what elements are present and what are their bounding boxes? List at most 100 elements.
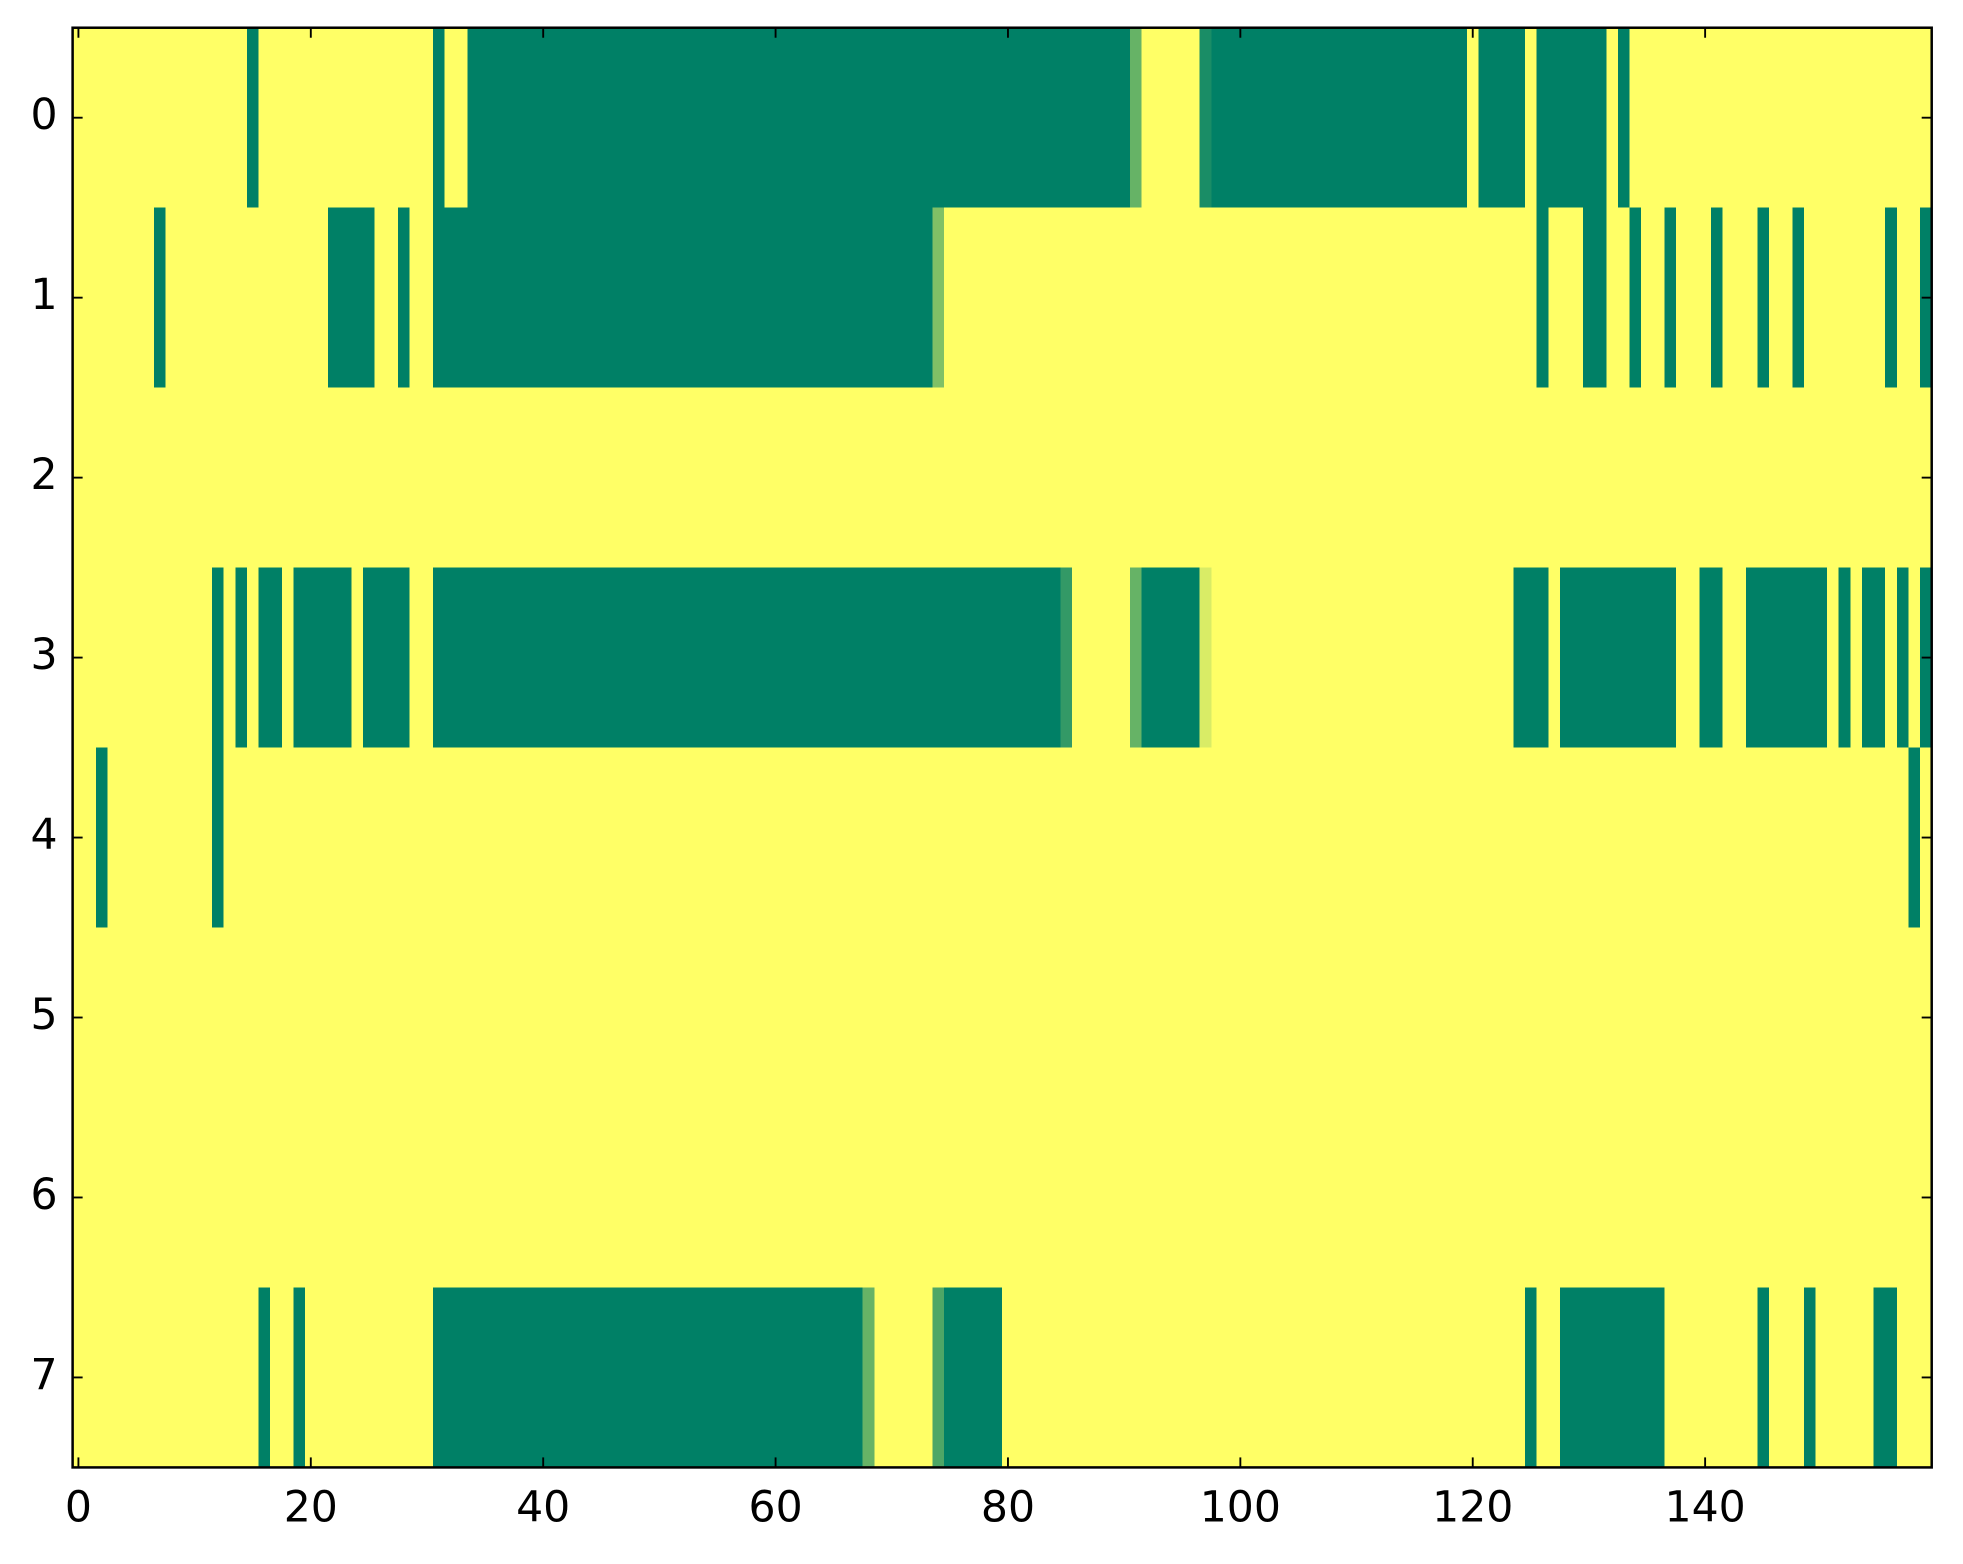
cell [1060,207,1073,389]
cell [525,207,539,389]
cell [1908,27,1921,209]
cell [932,567,945,749]
cell [920,747,934,929]
cell [607,567,620,749]
cell [467,567,481,749]
cell [1734,1287,1747,1469]
cell [316,567,329,749]
cell [1629,27,1642,209]
cell [1652,747,1666,929]
cell [293,567,306,749]
cell [1222,1287,1236,1469]
cell [1037,1287,1050,1469]
cell [1211,747,1224,929]
cell [1861,387,1875,569]
cell [188,1287,202,1469]
cell [1629,207,1642,389]
cell [827,387,841,569]
cell [1246,927,1259,1109]
cell [1025,207,1038,389]
cell [1710,1107,1724,1289]
cell [1199,567,1213,749]
cell [316,927,329,1109]
cell [1095,387,1108,569]
cell [1815,747,1828,929]
cell [1780,1107,1794,1289]
cell [1815,1287,1828,1469]
cell [386,27,399,209]
cell [1699,387,1712,569]
cell [223,927,237,1109]
cell [316,1107,329,1289]
cell [874,1107,887,1289]
cell [351,567,364,749]
cell [641,747,655,929]
cell [258,27,271,209]
cell [1420,747,1433,929]
cell [1490,1107,1503,1289]
cell [258,207,271,389]
cell [746,747,759,929]
cell [246,387,260,569]
cell [1385,567,1398,749]
cell [1722,1107,1735,1289]
cell [816,747,829,929]
cell [200,1287,213,1469]
cell [1408,567,1422,749]
cell [1176,1287,1189,1469]
cell [711,927,725,1109]
cell [502,1107,515,1289]
cell [1769,1107,1782,1289]
cell [1827,927,1840,1109]
cell [502,567,515,749]
cell [479,567,492,749]
cell [665,1287,678,1469]
cell [339,1287,353,1469]
cell [1861,927,1875,1109]
cell [618,387,632,569]
cell [421,567,434,749]
cell [1641,1107,1654,1289]
cell [1559,567,1573,749]
cell [165,1107,178,1289]
cell [281,567,295,749]
cell [1745,387,1759,569]
cell [316,747,329,929]
cell [1106,927,1120,1109]
cell [1885,387,1898,569]
cell [258,747,271,929]
cell [1885,927,1898,1109]
cell [1222,207,1236,389]
cell [1629,1287,1642,1469]
cell [1164,207,1178,389]
cell [1141,387,1154,569]
cell [653,207,666,389]
cell [1408,27,1422,209]
cell [1443,1287,1457,1469]
cell [479,1287,492,1469]
cell [967,1287,980,1469]
cell [1083,387,1096,569]
cell [1141,567,1154,749]
cell [595,27,608,209]
x-tick-label: 40 [516,1482,570,1532]
cell [1327,1107,1340,1289]
cell [316,207,329,389]
cell [804,27,817,209]
cell [793,747,806,929]
cell [1827,387,1840,569]
cell [165,567,178,749]
cell [84,1287,97,1469]
cell [1850,207,1863,389]
cell [1083,567,1096,749]
cell [119,747,132,929]
cell [1141,1107,1154,1289]
cell [1350,1287,1364,1469]
cell [676,387,690,569]
cell [200,1107,213,1289]
cell [676,207,690,389]
cell [723,1107,736,1289]
cell [1188,207,1201,389]
cell [1710,387,1724,569]
cell [572,747,585,929]
